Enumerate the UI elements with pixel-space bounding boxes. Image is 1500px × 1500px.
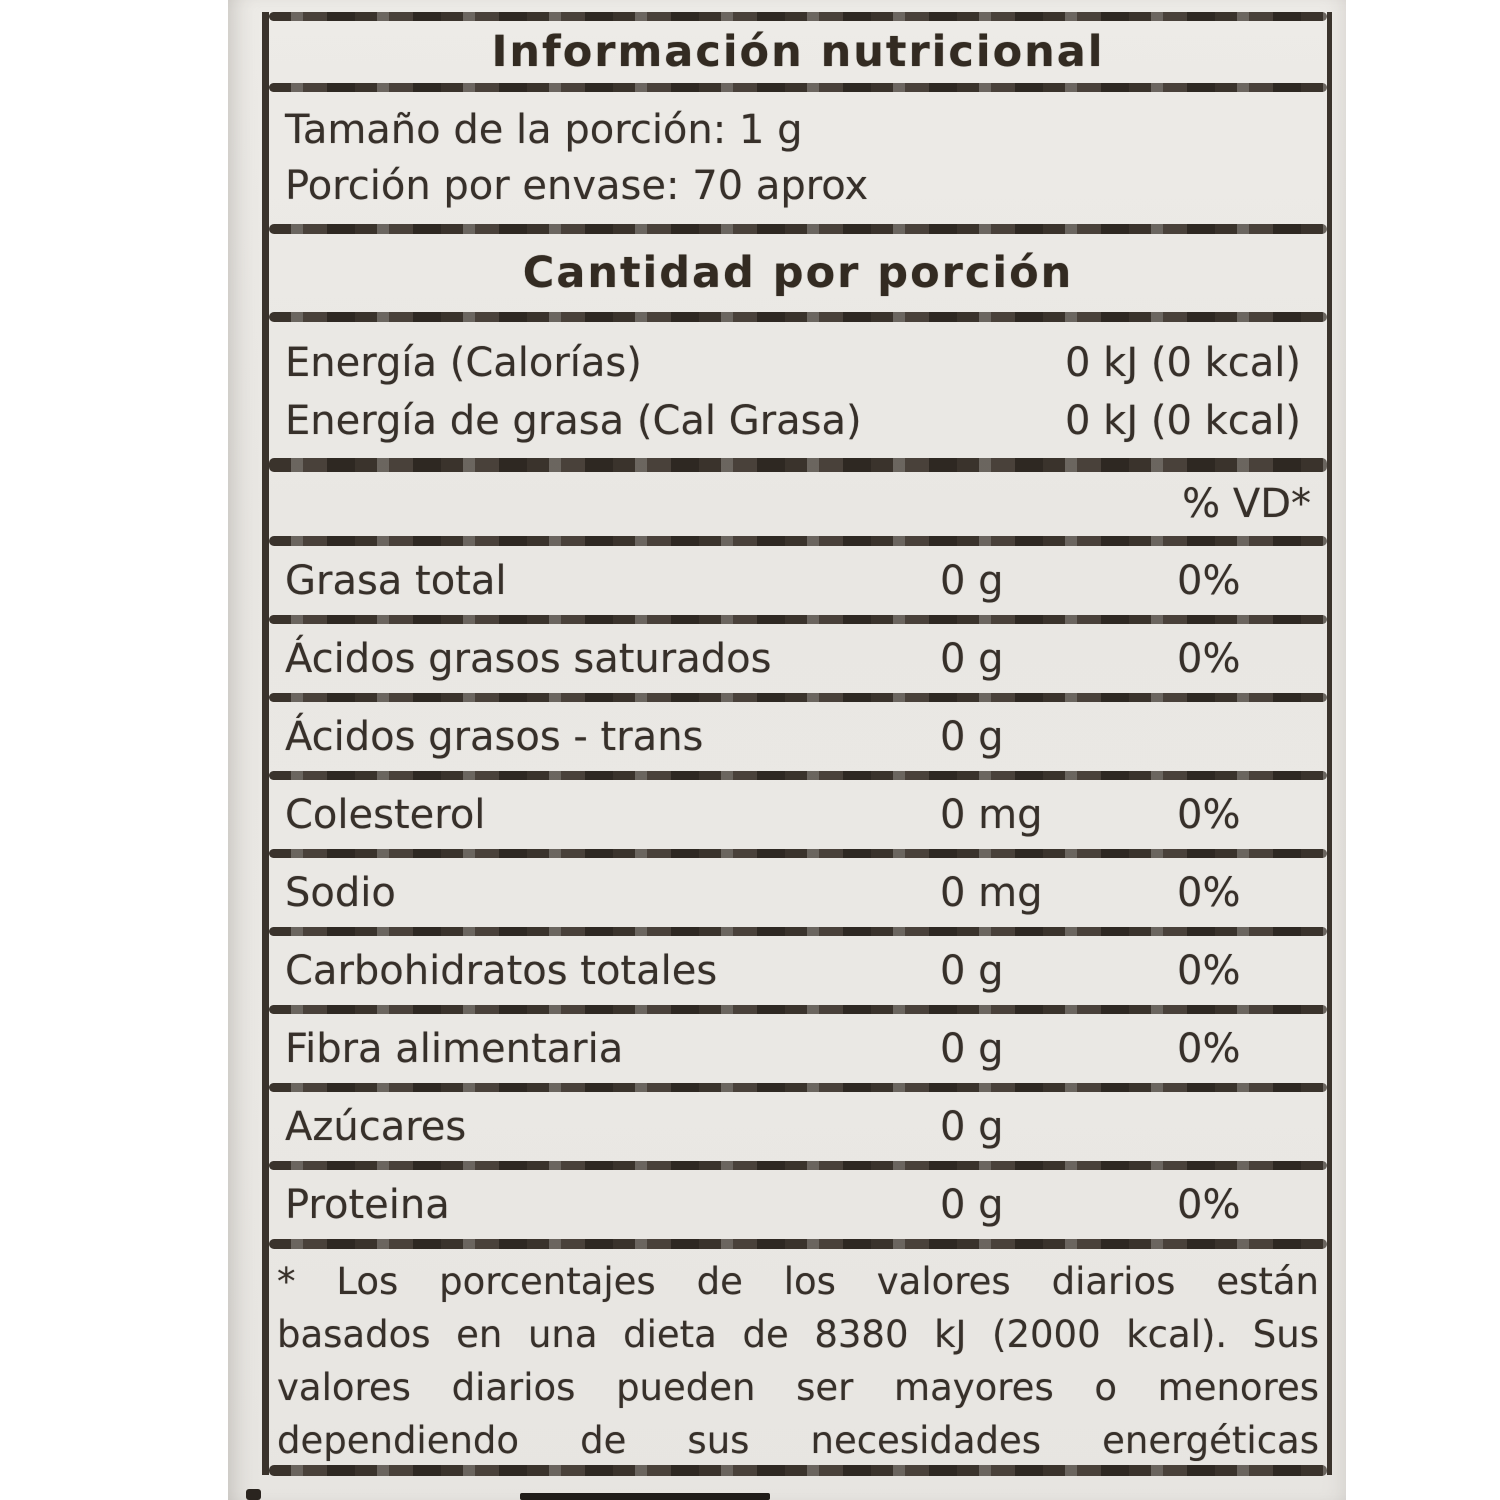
- servings-per-container-row: Porción por envase: 70 aprox: [285, 158, 1327, 214]
- energy-section: Energía (Calorías) 0 kJ (0 kcal) Energía…: [269, 322, 1327, 458]
- nutrient-amount: 0 g: [940, 1025, 1004, 1072]
- table-row-saturated-fat: Ácidos grasos saturados 0 g 0%: [269, 624, 1327, 693]
- label-title-row: Información nutricional: [269, 21, 1327, 83]
- nutrient-dv: 0%: [1177, 635, 1241, 682]
- nutrient-label: Sodio: [285, 869, 396, 916]
- divider: [269, 849, 1327, 858]
- nutrient-amount: 0 mg: [940, 791, 1043, 838]
- energy-fat-row: Energía de grasa (Cal Grasa) 0 kJ (0 kca…: [285, 392, 1327, 450]
- divider: [269, 1083, 1327, 1092]
- nutrient-amount: 0 g: [940, 1181, 1004, 1228]
- footnote-line: dependiendo de sus necesidades energétic…: [277, 1419, 1319, 1462]
- nutrient-label: Grasa total: [285, 557, 507, 604]
- servings-per-container-label: Porción por envase:: [285, 163, 680, 209]
- divider: [269, 83, 1327, 92]
- nutrient-label: Colesterol: [285, 791, 486, 838]
- divider-thick: [269, 458, 1327, 472]
- divider-top: [269, 12, 1327, 21]
- nutrient-amount: 0 g: [940, 947, 1004, 994]
- nutrient-amount: 0 g: [940, 635, 1004, 682]
- nutrient-amount: 0 g: [940, 1103, 1004, 1150]
- nutrient-dv: 0%: [1177, 1181, 1241, 1228]
- energy-row: Energía (Calorías) 0 kJ (0 kcal): [285, 334, 1327, 392]
- label-title: Información nutricional: [491, 27, 1105, 77]
- divider: [269, 615, 1327, 624]
- serving-size-row: Tamaño de la porción: 1 g: [285, 102, 1327, 158]
- divider: [269, 312, 1327, 322]
- footnote-line: valores diarios pueden ser mayores o men…: [277, 1366, 1319, 1409]
- nutrient-amount: 0 g: [940, 557, 1004, 604]
- nutrient-label: Fibra alimentaria: [285, 1025, 624, 1072]
- table-row-sodium: Sodio 0 mg 0%: [269, 858, 1327, 927]
- serving-info-section: Tamaño de la porción: 1 g Porción por en…: [269, 92, 1327, 224]
- nutrient-dv: 0%: [1177, 557, 1241, 604]
- label-paper-background: [228, 0, 1346, 1500]
- divider-bottom: [269, 1465, 1327, 1476]
- divider: [269, 1239, 1327, 1249]
- table-row-total-carbohydrate: Carbohidratos totales 0 g 0%: [269, 936, 1327, 1005]
- footnote-line: * Los porcentajes de los valores diarios…: [277, 1260, 1319, 1303]
- divider: [269, 536, 1327, 546]
- energy-value: 0 kJ (0 kcal): [1065, 340, 1301, 386]
- serving-size-value: 1 g: [738, 107, 803, 153]
- nutrient-label: Azúcares: [285, 1103, 467, 1150]
- divider: [269, 771, 1327, 780]
- divider: [269, 927, 1327, 936]
- energy-fat-value: 0 kJ (0 kcal): [1065, 398, 1301, 444]
- nutrient-label: Ácidos grasos - trans: [285, 713, 704, 760]
- amount-per-serving-row: Cantidad por porción: [269, 234, 1327, 312]
- nutrient-label: Proteina: [285, 1181, 450, 1228]
- nutrition-facts-panel: Información nutricional Tamaño de la por…: [262, 12, 1332, 1476]
- table-row-trans-fat: Ácidos grasos - trans 0 g: [269, 702, 1327, 771]
- table-row-sugars: Azúcares 0 g: [269, 1092, 1327, 1161]
- amount-per-serving-heading: Cantidad por porción: [522, 248, 1074, 298]
- daily-value-header: % VD*: [1182, 481, 1311, 527]
- nutrient-dv: 0%: [1177, 869, 1241, 916]
- divider: [269, 1005, 1327, 1014]
- nutrient-dv: 0%: [1177, 791, 1241, 838]
- table-row-protein: Proteina 0 g 0%: [269, 1170, 1327, 1239]
- nutrient-dv: 0%: [1177, 947, 1241, 994]
- table-row-cholesterol: Colesterol 0 mg 0%: [269, 780, 1327, 849]
- daily-value-header-row: % VD*: [269, 472, 1327, 536]
- table-row-total-fat: Grasa total 0 g 0%: [269, 546, 1327, 615]
- energy-label: Energía (Calorías): [285, 340, 642, 386]
- nutrient-label: Ácidos grasos saturados: [285, 635, 772, 682]
- serving-size-label: Tamaño de la porción:: [285, 107, 727, 153]
- nutrient-dv: 0%: [1177, 1025, 1241, 1072]
- footnote-line: basados en una dieta de 8380 kJ (2000 kc…: [277, 1313, 1319, 1356]
- servings-per-container-value: 70 aprox: [692, 163, 869, 209]
- table-row-dietary-fiber: Fibra alimentaria 0 g 0%: [269, 1014, 1327, 1083]
- photo-artifact-next-section: [520, 1493, 770, 1500]
- nutrient-amount: 0 g: [940, 713, 1004, 760]
- divider: [269, 1161, 1327, 1170]
- nutrient-label: Carbohidratos totales: [285, 947, 718, 994]
- divider: [269, 224, 1327, 234]
- photo-artifact-mark: [246, 1489, 261, 1500]
- nutrient-amount: 0 mg: [940, 869, 1043, 916]
- energy-fat-label: Energía de grasa (Cal Grasa): [285, 398, 862, 444]
- divider: [269, 693, 1327, 702]
- daily-value-footnote: * Los porcentajes de los valores diarios…: [269, 1249, 1327, 1465]
